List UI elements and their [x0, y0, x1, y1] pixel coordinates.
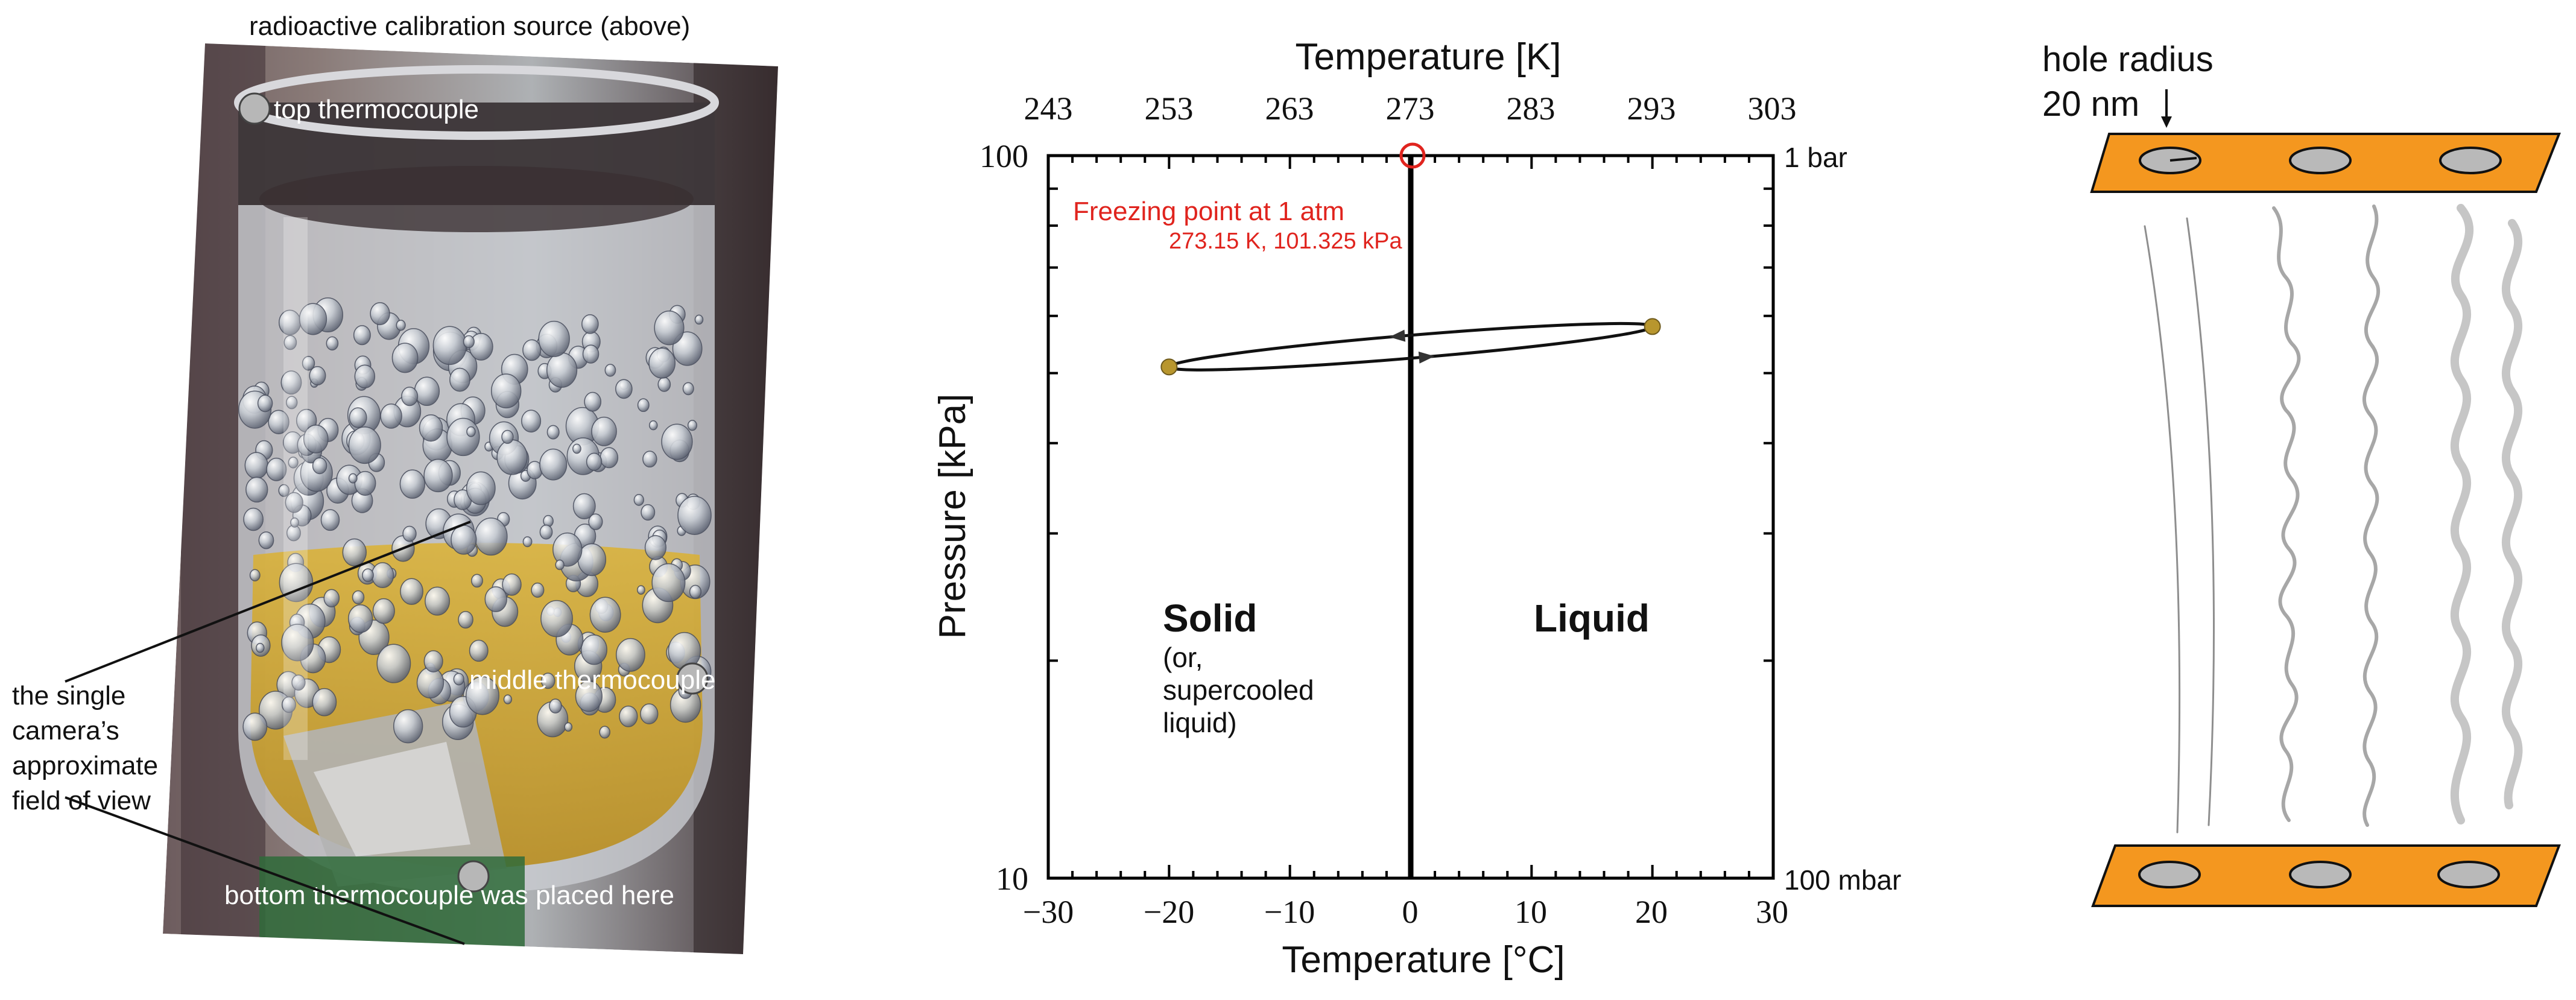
- fov-line-1: the single: [12, 681, 125, 710]
- bottom-hole: [2138, 861, 2201, 888]
- bottom-tick-label: 20: [1635, 894, 1668, 930]
- top-tick-label: 243: [1024, 90, 1073, 127]
- fov-line-3: approximate: [12, 751, 158, 780]
- bottom-tick-label: −30: [1023, 894, 1074, 930]
- bottom-tick-labels: −30 −20 −10 0 10 20 30: [1023, 894, 1788, 930]
- solid-sub-line: (or,: [1163, 642, 1203, 673]
- bottom-tick-label: 30: [1756, 894, 1788, 930]
- strand-coiled-1: [2272, 206, 2301, 822]
- strand-wavy-2: [2501, 219, 2523, 809]
- fov-line-4: field of view: [12, 786, 151, 815]
- right-label-100-mbar: 100 mbar: [1784, 864, 1901, 896]
- top-thermocouple-label: top thermocouple: [274, 95, 479, 124]
- top-tick-label: 283: [1507, 90, 1555, 127]
- bottom-hole: [2289, 861, 2352, 888]
- bottom-tick-label: 0: [1402, 894, 1419, 930]
- top-tick-label: 293: [1627, 90, 1676, 127]
- photo-top-caption: radioactive calibration source (above): [249, 11, 690, 41]
- freezing-point-detail: 273.15 K, 101.325 kPa: [1169, 229, 1403, 254]
- strand-wavy-1: [2450, 204, 2473, 824]
- top-axis-title: Temperature [K]: [1295, 36, 1561, 78]
- solid-sub-line: supercooled: [1163, 674, 1314, 706]
- hole-radius-label: hole radius: [2042, 40, 2214, 79]
- phase-chart: Temperature [K] Temperature [°C] Pressur…: [932, 36, 1901, 981]
- direction-arrow: [1389, 329, 1406, 342]
- strand-coiled-2: [2362, 204, 2381, 827]
- bottom-tick-label: −20: [1144, 894, 1194, 930]
- top-tick-label: 273: [1386, 90, 1435, 127]
- solid-region-label: Solid: [1163, 597, 1257, 640]
- direction-arrow: [1418, 351, 1435, 364]
- y-tick-label-100: 100: [979, 138, 1028, 174]
- bottom-thermocouple-label: bottom thermocouple was placed here: [224, 881, 674, 910]
- field-of-view-label: the single camera’s approximate field of…: [12, 681, 158, 815]
- top-hole: [2289, 147, 2352, 174]
- cycle-endpoint: [1644, 318, 1661, 335]
- strand-straight-2: [2186, 217, 2215, 826]
- bottom-thermocouple-marker: [457, 860, 490, 893]
- bottom-axis-title: Temperature [°C]: [1282, 939, 1565, 981]
- polymer-strands: [2144, 204, 2523, 834]
- axis-ticks: [1047, 156, 1774, 878]
- down-arrow-icon: [2161, 89, 2172, 128]
- fov-lower-line: [65, 796, 465, 945]
- top-tick-label: 263: [1265, 90, 1314, 127]
- bottom-tick-label: −10: [1264, 894, 1315, 930]
- freezing-point-marker: [1399, 142, 1426, 169]
- radius-marker-line: [2169, 157, 2197, 162]
- liquid-region-label: Liquid: [1534, 597, 1650, 640]
- y-tick-label-10: 10: [996, 861, 1028, 897]
- fov-line-2: camera’s: [12, 716, 119, 745]
- middle-thermocouple-marker: [676, 662, 709, 695]
- y-axis-title: Pressure [kPa]: [932, 394, 973, 639]
- photo-panel: radioactive calibration source (above) t…: [12, 11, 778, 954]
- top-hole: [2439, 147, 2502, 174]
- top-tick-label: 253: [1145, 90, 1194, 127]
- chart-data-layer: [1160, 142, 1661, 878]
- bottom-tick-label: 10: [1514, 894, 1547, 930]
- top-tick-label: 303: [1748, 90, 1797, 127]
- strand-straight-1: [2144, 225, 2181, 834]
- cycle-endpoint: [1160, 358, 1178, 376]
- fov-upper-line: [65, 521, 471, 683]
- condensation-droplets: [238, 297, 712, 744]
- middle-thermocouple-label: middle thermocouple: [469, 665, 715, 695]
- top-tick-labels: 243 253 263 273 283 293 303: [1024, 90, 1797, 127]
- apparatus-photo: [163, 43, 778, 954]
- right-label-1-bar: 1 bar: [1784, 142, 1847, 173]
- solid-subtitle: (or, supercooled liquid): [1163, 642, 1314, 738]
- solid-sub-line: liquid): [1163, 707, 1237, 738]
- nanopore-panel: hole radius 20 nm: [2042, 40, 2561, 907]
- top-thermocouple-marker: [238, 92, 271, 125]
- hole-radius-value: 20 nm: [2042, 84, 2139, 124]
- bottom-hole: [2437, 861, 2500, 888]
- freezing-point-title: Freezing point at 1 atm: [1073, 197, 1344, 226]
